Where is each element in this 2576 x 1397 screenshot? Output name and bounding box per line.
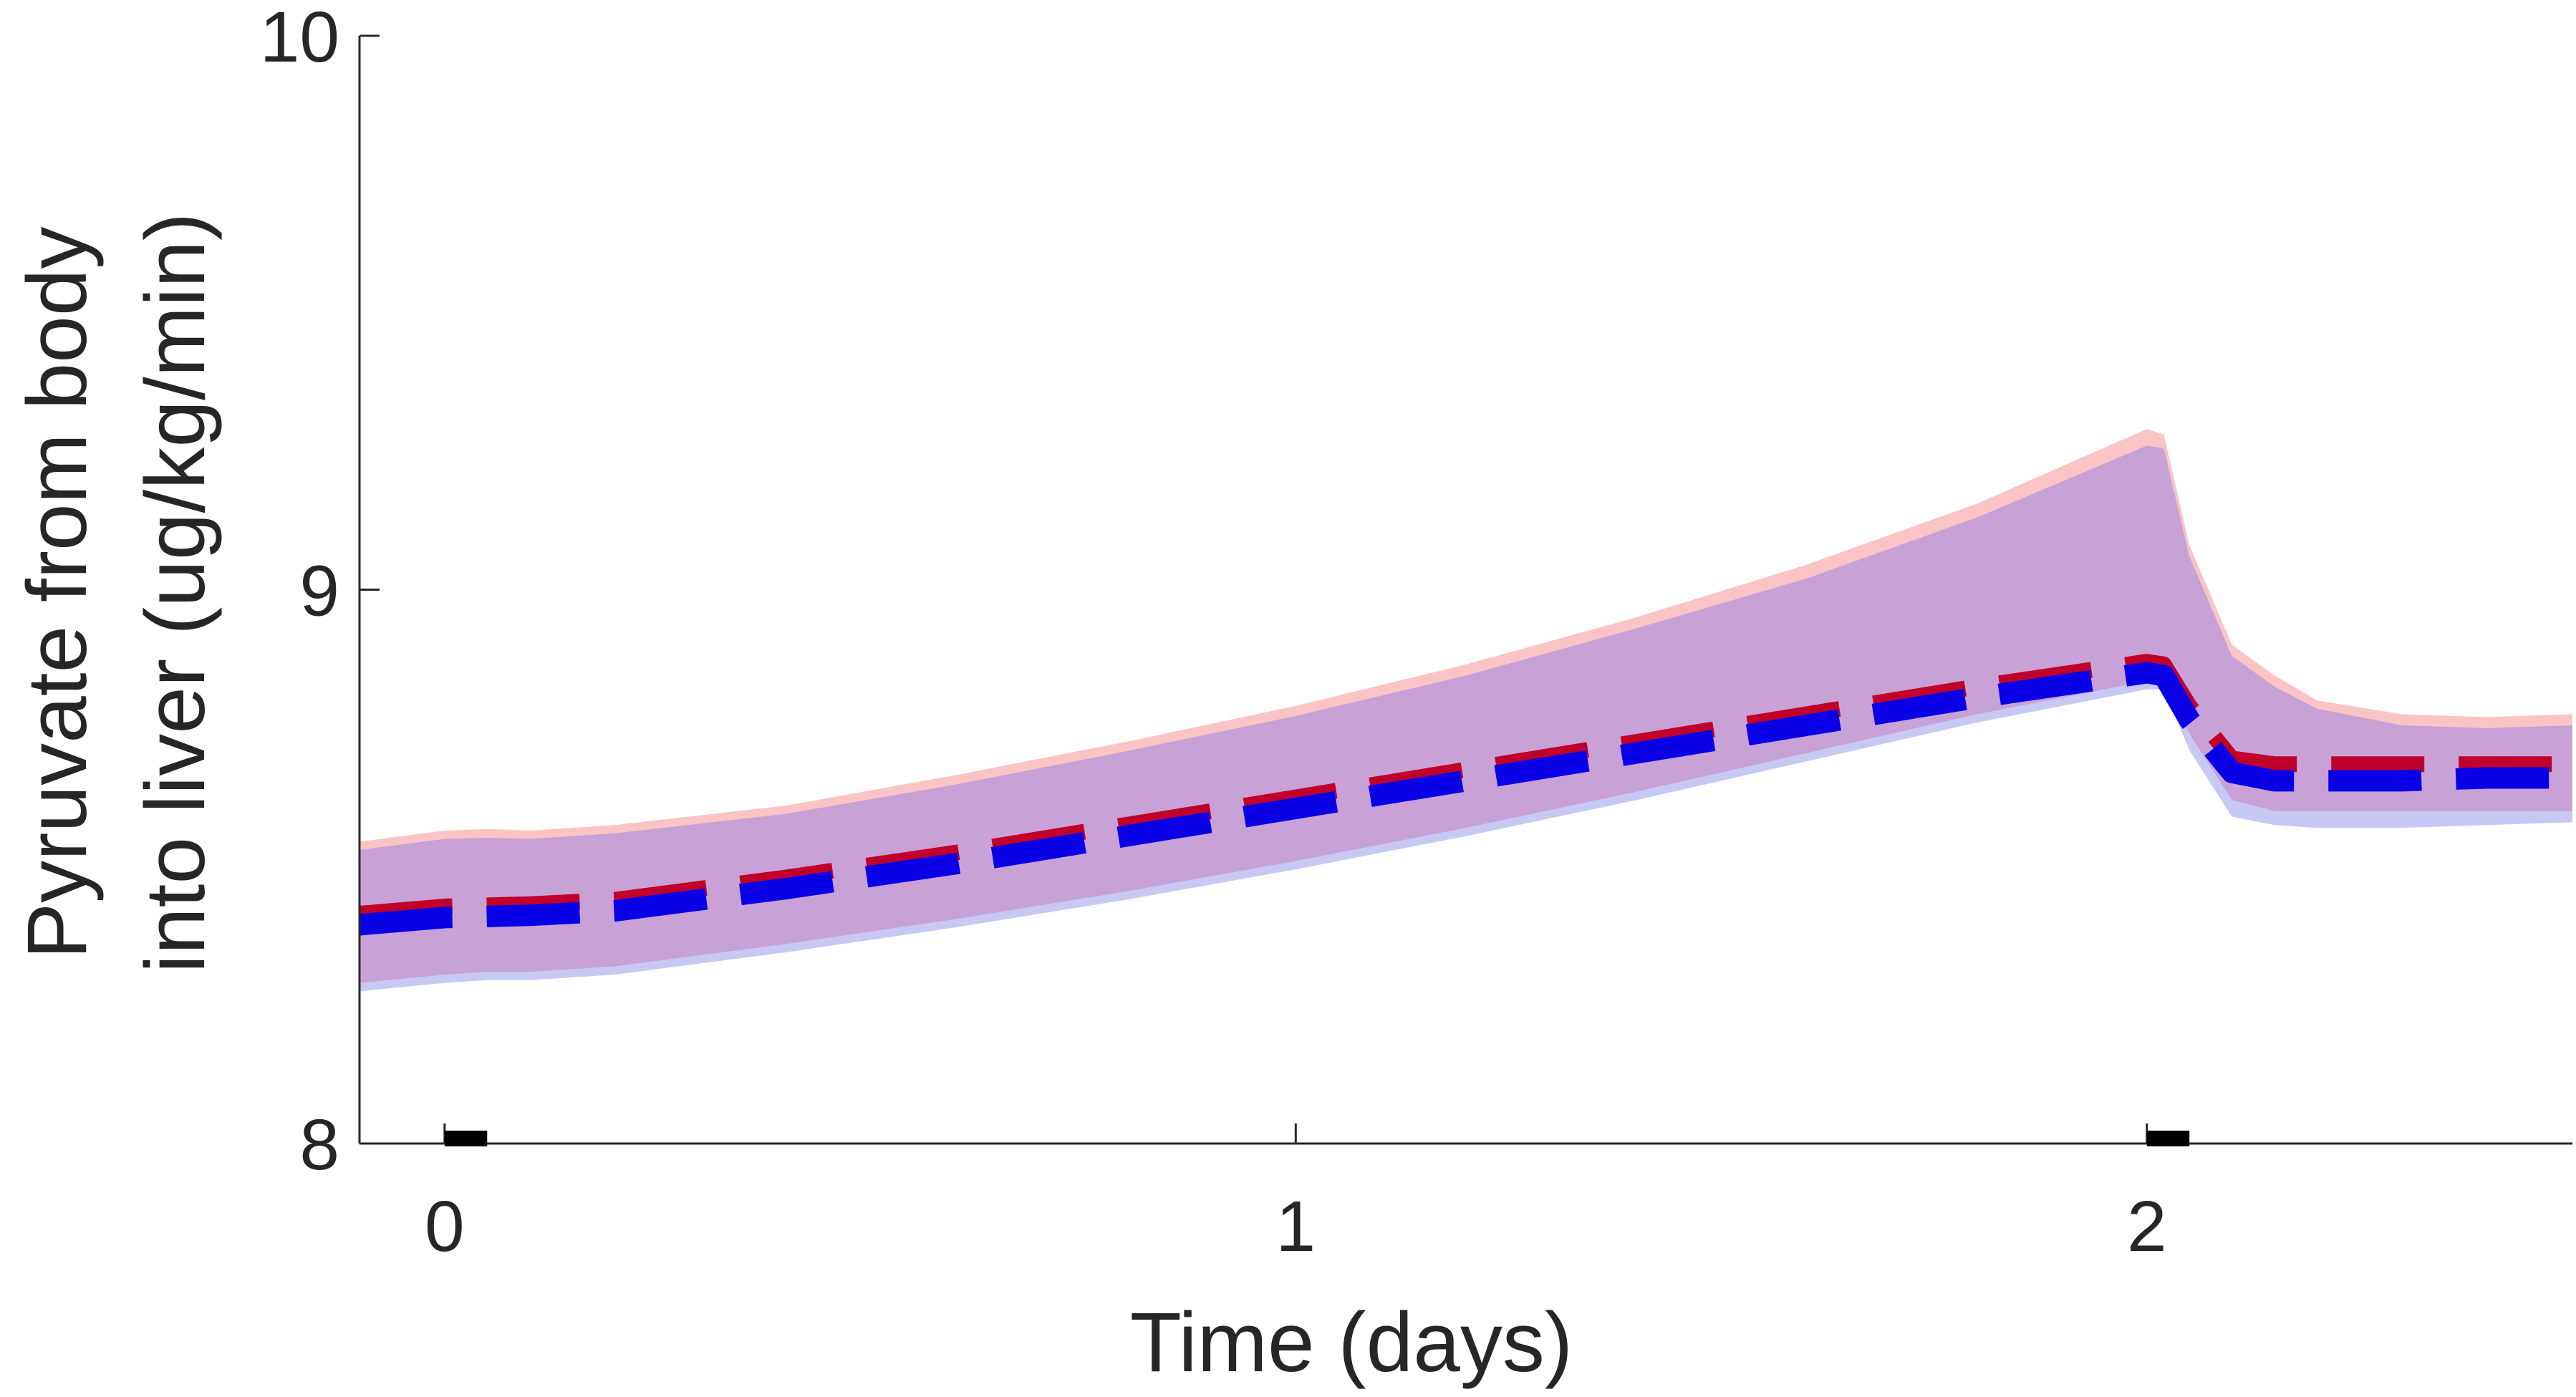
y-axis-label-line-1: Pyruvate from body (10, 226, 105, 959)
overlap-confidence-band (360, 445, 2572, 983)
time-markers (444, 1131, 2190, 1146)
time-marker-bar (2146, 1131, 2190, 1146)
red-dashed-series-line (359, 654, 2572, 922)
y-tick-label: 9 (299, 551, 339, 632)
x-tick-label: 0 (425, 1186, 465, 1267)
time-marker-bar (444, 1131, 488, 1146)
y-axis-label-line-2: into liver (ug/kg/min) (128, 213, 223, 973)
x-axis-label: Time (days) (1130, 1295, 1573, 1390)
ticks-group: 8 9 10 0 1 2 (260, 0, 2167, 1267)
plot-area (358, 429, 2572, 992)
y-tick-label: 8 (299, 1105, 339, 1185)
y-axis-label: Pyruvate from body into liver (ug/kg/min… (10, 213, 223, 973)
x-tick-label: 2 (2127, 1186, 2167, 1267)
blue-dashed-series-line (358, 662, 2572, 936)
x-tick-label: 1 (1275, 1186, 1316, 1267)
series-group (358, 654, 2572, 936)
y-tick-label: 10 (260, 0, 339, 77)
axes: 8 9 10 0 1 2 (260, 0, 2572, 1267)
